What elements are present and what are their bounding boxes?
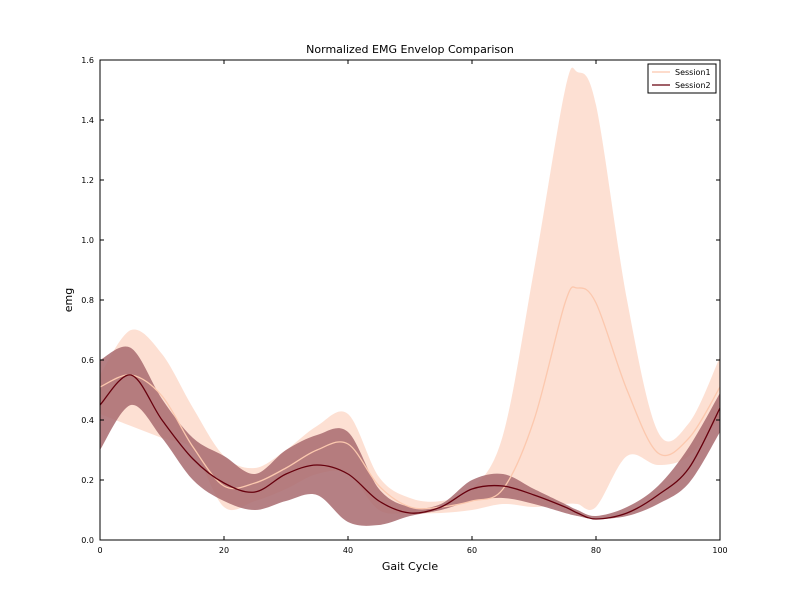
legend: Session1 Session2 [647, 63, 717, 94]
y-tick-label: 0.8 [81, 296, 94, 305]
y-tick-label: 0.6 [81, 356, 94, 365]
y-axis-label: emg [62, 288, 75, 312]
x-tick-label: 40 [343, 546, 353, 555]
y-axis-ticks: 0.0 0.2 0.4 0.6 0.8 1.0 1.2 1.4 1.6 [81, 56, 720, 545]
legend-label-session1: Session1 [675, 68, 711, 77]
y-tick-label: 0.4 [81, 416, 94, 425]
legend-box [647, 63, 717, 94]
confidence-bands [100, 67, 720, 526]
y-tick-label: 1.4 [81, 116, 94, 125]
x-tick-label: 0 [97, 546, 102, 555]
chart-title: Normalized EMG Envelop Comparison [306, 43, 514, 56]
x-axis-label: Gait Cycle [382, 560, 438, 573]
mean-lines [99, 286, 721, 520]
x-tick-label: 100 [712, 546, 727, 555]
x-tick-label: 60 [467, 546, 477, 555]
legend-label-session2: Session2 [675, 81, 711, 90]
x-tick-label: 80 [591, 546, 601, 555]
mean-line-session2 [99, 374, 721, 520]
x-tick-label: 20 [219, 546, 229, 555]
band-session1 [100, 67, 720, 514]
y-tick-label: 1.6 [81, 56, 94, 65]
y-tick-label: 0.0 [81, 536, 94, 545]
x-axis-ticks: 0 20 40 60 80 100 [97, 60, 728, 555]
band-session2 [100, 346, 720, 526]
y-tick-label: 1.2 [81, 176, 94, 185]
y-tick-label: 1.0 [81, 236, 94, 245]
y-tick-label: 0.2 [81, 476, 94, 485]
